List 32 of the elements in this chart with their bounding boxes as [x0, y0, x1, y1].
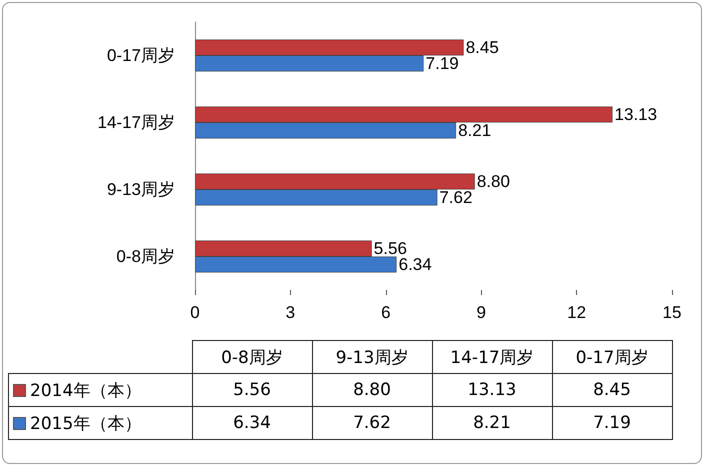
- text: 6.34: [233, 413, 271, 433]
- category-label: 9-13周岁: [336, 348, 408, 368]
- y-tick-label: 0-8周岁: [116, 247, 175, 266]
- x-tick-label: 15: [662, 303, 682, 322]
- legend-label: 2015年（本）: [8, 406, 192, 440]
- category-label: 14-17周岁: [450, 348, 534, 368]
- text: 7.62: [353, 413, 391, 433]
- legend-label: 2014年（本）: [8, 374, 192, 406]
- y-tick-label: 0-17周岁: [106, 46, 175, 65]
- category-label: 0-17周岁: [576, 348, 648, 368]
- text: 5.56: [233, 380, 271, 400]
- text: 8.45: [593, 380, 631, 400]
- data-label: 8.80: [476, 172, 510, 191]
- data-label: 8.45: [466, 38, 499, 57]
- x-tick-label: 12: [567, 303, 586, 322]
- x-tick-label: 9: [476, 303, 486, 322]
- data-label: 6.34: [398, 255, 432, 274]
- data-label: 7.62: [439, 188, 472, 207]
- y-tick-label: 14-17周岁: [98, 113, 175, 132]
- x-tick-label: 0: [190, 303, 200, 322]
- data-label: 5.56: [374, 239, 407, 258]
- x-tick-label: 6: [381, 303, 391, 322]
- y-tick-label: 9-13周岁: [106, 180, 175, 199]
- data-label: 8.21: [458, 121, 492, 140]
- category-label: 0-8周岁: [221, 348, 283, 368]
- data-label: 7.19: [426, 54, 459, 73]
- text: 7.19: [593, 413, 631, 433]
- data-label: 13.13: [614, 105, 658, 124]
- x-tick-label: 3: [286, 303, 296, 322]
- text: 13.13: [468, 380, 516, 400]
- text: 8.21: [473, 413, 511, 433]
- text: 8.80: [353, 380, 391, 400]
